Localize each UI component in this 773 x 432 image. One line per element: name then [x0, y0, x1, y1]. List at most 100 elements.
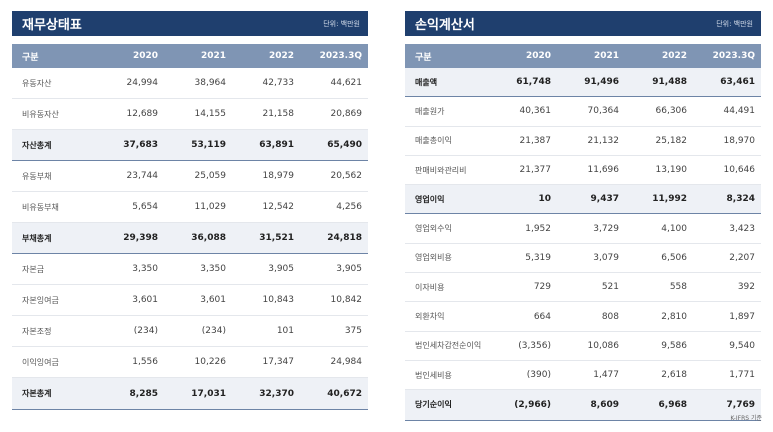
table-row: 매출총이익 21,387 21,132 25,182 18,970: [405, 127, 761, 156]
table-row: 판매비와관리비 21,377 11,696 13,190 10,646: [405, 156, 761, 186]
row-label: 자본잉여금: [22, 295, 59, 305]
cell-value: 3,350: [132, 264, 158, 274]
column-header: 2021: [593, 51, 619, 61]
cell-value: 21,377: [519, 165, 552, 176]
table-row: 유동부채 23,744 25,059 18,979 20,562: [12, 161, 368, 192]
cell-value: 91,496: [584, 77, 619, 88]
cell-value: 20,562: [330, 171, 363, 181]
balance-sheet-title: 재무상태표: [22, 18, 82, 33]
cell-value: 44,621: [330, 78, 363, 88]
cell-value: 10,646: [723, 165, 756, 176]
income-statement-panel: 손익계산서 단위: 백만원 구분 2020 2021 2022 2023.3Q …: [405, 11, 761, 421]
cell-value: 24,818: [327, 233, 362, 243]
cell-value: 1,952: [525, 223, 551, 234]
cell-value: 12,542: [262, 202, 295, 212]
cell-value: (390): [526, 370, 551, 381]
cell-value: 808: [601, 311, 619, 322]
cell-value: 18,970: [723, 135, 756, 146]
table-row: 영업외비용 5,319 3,079 6,506 2,207: [405, 244, 761, 274]
column-header: 구분: [415, 52, 432, 63]
cell-value: 18,979: [262, 171, 295, 181]
table-row: 영업외수익 1,952 3,729 4,100 3,423: [405, 214, 761, 244]
income-statement-title-bar: 손익계산서 단위: 백만원: [405, 11, 761, 36]
cell-value: 3,601: [132, 295, 158, 305]
total-row: 매출액 61,748 91,496 91,488 63,461: [405, 68, 761, 98]
cell-value: 1,771: [729, 370, 755, 381]
cell-value: 6,506: [661, 252, 687, 263]
cell-value: 40,672: [327, 388, 362, 399]
cell-value: 664: [533, 311, 551, 322]
table-row: 자본금 3,350 3,350 3,905 3,905: [12, 254, 368, 285]
row-label: 이익잉여금: [22, 357, 59, 367]
cell-value: 63,891: [259, 140, 294, 150]
cell-value: 21,158: [262, 109, 295, 119]
row-label: 법인세비용: [415, 370, 452, 380]
cell-value: 4,100: [661, 223, 687, 234]
row-label: 자본총계: [22, 389, 52, 398]
column-header: 2022: [268, 51, 294, 61]
cell-value: 66,306: [655, 106, 688, 117]
cell-value: 1,556: [132, 357, 158, 367]
cell-value: 7,769: [726, 399, 755, 410]
income-statement-header-row: 구분 2020 2021 2022 2023.3Q: [405, 44, 761, 68]
row-label: 이자비용: [415, 282, 445, 292]
income-statement-title: 손익계산서: [415, 18, 475, 33]
cell-value: 42,733: [262, 78, 295, 88]
cell-value: 1,897: [729, 311, 755, 322]
cell-value: 9,437: [590, 194, 619, 205]
table-row: 매출원가 40,361 70,364 66,306 44,491: [405, 97, 761, 127]
table-row: 유동자산 24,994 38,964 42,733 44,621: [12, 68, 368, 99]
table-row: 자본잉여금 3,601 3,601 10,843 10,842: [12, 285, 368, 316]
cell-value: 20,869: [330, 109, 363, 119]
cell-value: 17,031: [191, 388, 226, 399]
cell-value: 10: [538, 194, 551, 205]
cell-value: 21,387: [519, 135, 552, 146]
cell-value: 23,744: [126, 171, 159, 181]
row-label: 영업외비용: [415, 253, 452, 263]
row-label: 유동부채: [22, 171, 52, 181]
row-label: 매출액: [415, 77, 438, 87]
cell-value: 13,190: [655, 165, 688, 176]
cell-value: 3,423: [729, 223, 755, 234]
row-label: 매출원가: [415, 106, 445, 116]
row-label: 영업이익: [415, 194, 445, 204]
cell-value: 25,059: [194, 171, 227, 181]
column-header: 구분: [22, 52, 39, 63]
cell-value: 10,843: [262, 295, 295, 305]
table-row: 비유동부채 5,654 11,029 12,542 4,256: [12, 192, 368, 223]
cell-value: 29,398: [123, 233, 158, 243]
cell-value: 10,226: [194, 357, 227, 367]
cell-value: 37,683: [123, 140, 158, 150]
row-label: 외환차익: [415, 312, 445, 322]
cell-value: 2,810: [661, 311, 687, 322]
cell-value: 729: [533, 282, 551, 293]
cell-value: 40,361: [519, 106, 552, 117]
cell-value: (234): [201, 326, 226, 336]
cell-value: (2,966): [514, 399, 551, 410]
column-header: 2023.3Q: [319, 51, 362, 61]
column-header: 2021: [200, 51, 226, 61]
cell-value: 3,905: [268, 264, 294, 274]
cell-value: 3,601: [200, 295, 226, 305]
balance-sheet-table-body: 유동자산 24,994 38,964 42,733 44,621 비유동자산 12,689 1…: [12, 68, 368, 410]
balance-sheet-panel: 재무상태표 단위: 백만원 구분 2020 2021 2022 2023.3Q …: [12, 11, 368, 410]
cell-value: 101: [276, 326, 294, 336]
cell-value: 17,347: [262, 357, 295, 367]
cell-value: 24,984: [330, 357, 363, 367]
cell-value: 31,521: [259, 233, 294, 243]
row-label: 자본금: [22, 264, 45, 274]
cell-value: 375: [344, 326, 362, 336]
table-row: 외환차익 664 808 2,810 1,897: [405, 302, 761, 332]
balance-sheet-title-bar: 재무상태표 단위: 백만원: [12, 11, 368, 36]
cell-value: 558: [669, 282, 687, 293]
total-row: 당기순이익 (2,966) 8,609 6,968 7,769: [405, 390, 761, 420]
cell-value: 14,155: [194, 109, 227, 119]
balance-sheet-unit: 단위: 백만원: [323, 19, 360, 28]
table-row: 이익잉여금 1,556 10,226 17,347 24,984: [12, 347, 368, 378]
cell-value: 521: [601, 282, 619, 293]
income-statement-unit: 단위: 백만원: [716, 19, 753, 28]
cell-value: 32,370: [259, 388, 294, 399]
cell-value: 8,609: [590, 399, 619, 410]
cell-value: 3,350: [200, 264, 226, 274]
cell-value: 11,029: [194, 202, 227, 212]
